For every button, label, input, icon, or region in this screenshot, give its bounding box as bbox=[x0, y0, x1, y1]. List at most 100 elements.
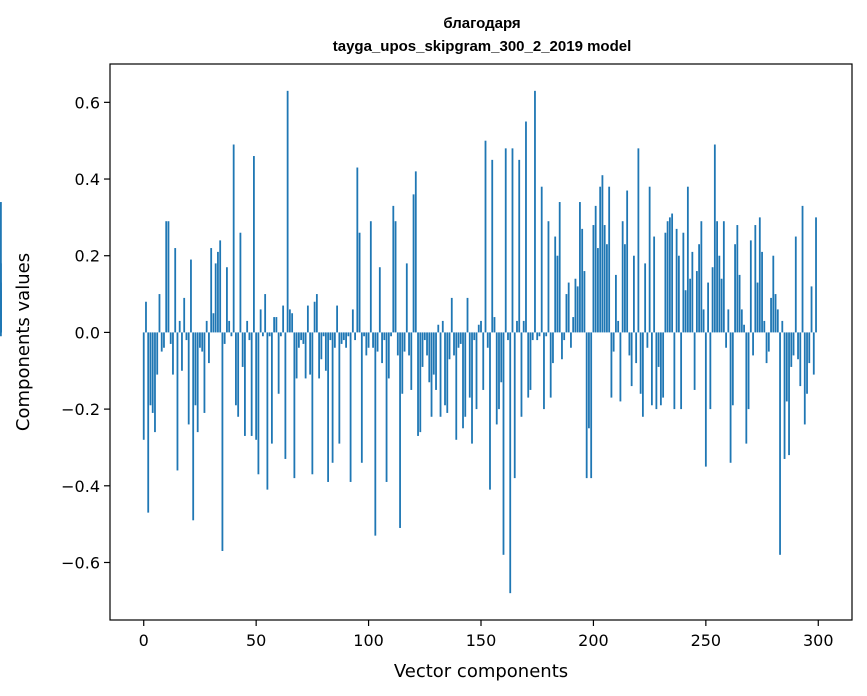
chart-title: благодаря tayga_upos_skipgram_300_2_2019… bbox=[333, 15, 632, 55]
bar-170 bbox=[525, 121, 527, 333]
bar-241 bbox=[684, 290, 687, 333]
bar-289 bbox=[792, 332, 795, 356]
bar-1 bbox=[145, 301, 147, 333]
bar-71 bbox=[302, 332, 305, 344]
bar-283 bbox=[779, 332, 781, 555]
bar-142 bbox=[462, 332, 464, 429]
bar-186 bbox=[561, 332, 563, 360]
bar-152 bbox=[484, 140, 487, 333]
bar-188 bbox=[565, 294, 568, 333]
bar-244 bbox=[691, 251, 694, 333]
bar-261 bbox=[729, 332, 732, 463]
bar-117 bbox=[405, 263, 408, 333]
bar-173 bbox=[531, 332, 534, 341]
bar-2 bbox=[147, 332, 150, 513]
bar-36 bbox=[223, 332, 226, 344]
bar-78 bbox=[318, 332, 321, 379]
bar-121 bbox=[414, 171, 417, 333]
bar-130 bbox=[435, 332, 437, 390]
bar-249 bbox=[702, 309, 705, 333]
bar-74 bbox=[309, 332, 312, 375]
bar-251 bbox=[707, 282, 709, 333]
bar-150 bbox=[480, 320, 482, 333]
bar-118 bbox=[408, 332, 410, 356]
bar-20 bbox=[187, 332, 190, 425]
bar-105 bbox=[378, 267, 381, 333]
bar-102 bbox=[372, 332, 374, 348]
bar-225 bbox=[648, 186, 651, 333]
bar-179 bbox=[545, 332, 548, 337]
bar-141 bbox=[459, 332, 462, 344]
bar-113 bbox=[396, 332, 399, 356]
bar-128 bbox=[430, 332, 433, 417]
bar-169 bbox=[522, 320, 525, 333]
bar-3 bbox=[149, 332, 152, 406]
bar-46 bbox=[246, 320, 249, 333]
bar-108 bbox=[385, 332, 388, 482]
bar-33 bbox=[217, 251, 219, 333]
bar-143 bbox=[464, 332, 467, 417]
bar-48 bbox=[250, 332, 253, 436]
x-tick-label: 100 bbox=[353, 631, 384, 650]
bar-254 bbox=[713, 144, 716, 333]
bar-94 bbox=[354, 332, 356, 341]
bar-255 bbox=[716, 221, 718, 333]
bar-39 bbox=[230, 332, 233, 337]
bar-292 bbox=[799, 332, 802, 387]
bar-61 bbox=[279, 332, 282, 337]
bar-0 bbox=[142, 332, 145, 440]
bar-193 bbox=[576, 286, 579, 333]
bar-47 bbox=[248, 332, 251, 341]
bar-185 bbox=[558, 202, 561, 333]
bar-284 bbox=[781, 320, 784, 333]
bar-92 bbox=[349, 332, 352, 482]
bar-183 bbox=[554, 236, 557, 333]
bar-40 bbox=[232, 144, 235, 333]
bar-103 bbox=[374, 332, 377, 536]
bar-19 bbox=[185, 332, 188, 341]
bar-258 bbox=[722, 221, 725, 333]
bar-27 bbox=[203, 332, 206, 413]
bar-155 bbox=[491, 159, 494, 333]
bar-266 bbox=[740, 309, 743, 333]
bar-54 bbox=[264, 294, 267, 333]
bar-211 bbox=[617, 320, 620, 333]
bar-80 bbox=[322, 332, 325, 337]
y-axis-label: Components values bbox=[13, 253, 34, 431]
bar-44 bbox=[241, 332, 244, 367]
bar-246 bbox=[695, 271, 698, 333]
bar-75 bbox=[311, 332, 314, 475]
bar-109 bbox=[387, 332, 390, 379]
bar-66 bbox=[291, 313, 294, 333]
bar-41 bbox=[235, 332, 237, 406]
bar-259 bbox=[725, 332, 727, 348]
bar-221 bbox=[639, 332, 642, 394]
bar-205 bbox=[603, 225, 606, 333]
bar-5 bbox=[154, 332, 156, 433]
bar-136 bbox=[448, 332, 451, 360]
bar-43 bbox=[239, 232, 242, 333]
bar-14 bbox=[174, 248, 177, 333]
bar-15 bbox=[176, 332, 179, 471]
bar-209 bbox=[612, 332, 615, 352]
bar-168 bbox=[520, 332, 523, 417]
bar-167 bbox=[518, 159, 521, 333]
bar-153 bbox=[486, 332, 489, 348]
bar-35 bbox=[221, 332, 224, 551]
bar-84 bbox=[331, 332, 334, 463]
bar-83 bbox=[329, 332, 332, 341]
bar-151 bbox=[482, 332, 485, 390]
bar-240 bbox=[682, 232, 685, 333]
bar-242 bbox=[686, 186, 689, 333]
bar-106 bbox=[381, 332, 383, 364]
bar-234 bbox=[668, 217, 671, 333]
bar-42 bbox=[237, 332, 240, 417]
bar-265 bbox=[738, 274, 741, 333]
bar-120 bbox=[412, 194, 415, 333]
bar-164 bbox=[511, 148, 514, 333]
bar-17 bbox=[181, 332, 183, 371]
bar-12 bbox=[169, 332, 172, 344]
bar-200 bbox=[592, 225, 595, 333]
bar-24 bbox=[196, 332, 199, 433]
